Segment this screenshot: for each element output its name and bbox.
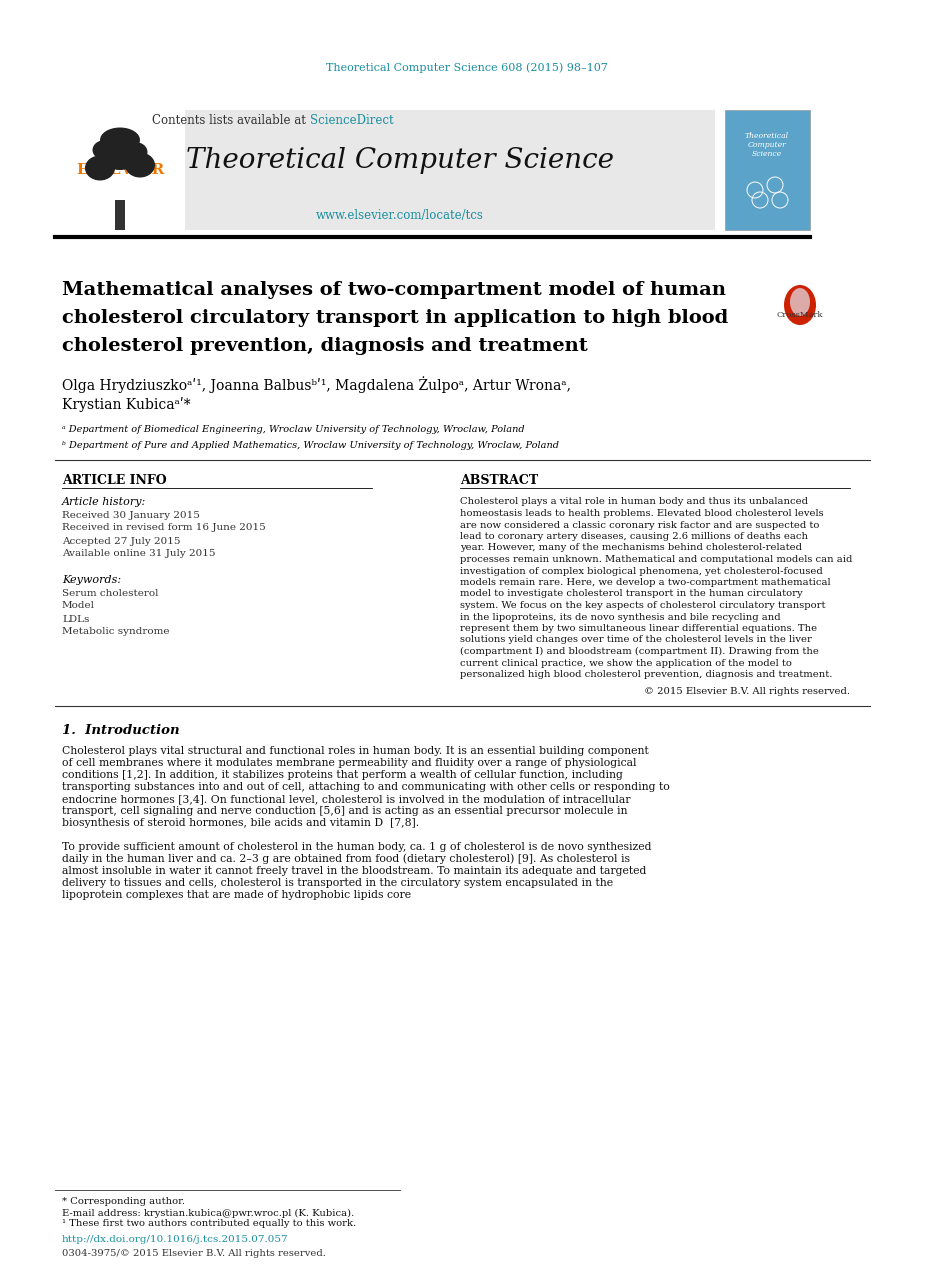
Ellipse shape: [85, 156, 115, 181]
Text: http://dx.doi.org/10.1016/j.tcs.2015.07.057: http://dx.doi.org/10.1016/j.tcs.2015.07.…: [62, 1236, 289, 1244]
Text: transport, cell signaling and nerve conduction [5,6] and is acting as an essenti: transport, cell signaling and nerve cond…: [62, 806, 627, 817]
Text: endocrine hormones [3,4]. On functional level, cholesterol is involved in the mo: endocrine hormones [3,4]. On functional …: [62, 794, 630, 804]
Polygon shape: [115, 200, 125, 230]
Text: Contents lists available at: Contents lists available at: [152, 114, 310, 127]
Text: lipoprotein complexes that are made of hydrophobic lipids core: lipoprotein complexes that are made of h…: [62, 890, 411, 900]
Text: 0304-3975/© 2015 Elsevier B.V. All rights reserved.: 0304-3975/© 2015 Elsevier B.V. All right…: [62, 1248, 326, 1257]
Ellipse shape: [93, 141, 118, 160]
Text: Krystian Kubicaᵃʹ*: Krystian Kubicaᵃʹ*: [62, 398, 191, 413]
Bar: [55, 110, 185, 230]
Text: To provide sufficient amount of cholesterol in the human body, ca. 1 g of choles: To provide sufficient amount of choleste…: [62, 842, 652, 852]
Text: represent them by two simultaneous linear differential equations. The: represent them by two simultaneous linea…: [460, 624, 817, 633]
Text: delivery to tissues and cells, cholesterol is transported in the circulatory sys: delivery to tissues and cells, cholester…: [62, 879, 613, 887]
Text: biosynthesis of steroid hormones, bile acids and vitamin D  [7,8].: biosynthesis of steroid hormones, bile a…: [62, 818, 419, 828]
Text: Mathematical analyses of two-compartment model of human: Mathematical analyses of two-compartment…: [62, 281, 726, 299]
Text: personalized high blood cholesterol prevention, diagnosis and treatment.: personalized high blood cholesterol prev…: [460, 670, 832, 679]
Text: ¹ These first two authors contributed equally to this work.: ¹ These first two authors contributed eq…: [62, 1219, 356, 1228]
Text: 1.  Introduction: 1. Introduction: [62, 724, 180, 738]
Text: Article history:: Article history:: [62, 498, 146, 506]
Text: © 2015 Elsevier B.V. All rights reserved.: © 2015 Elsevier B.V. All rights reserved…: [644, 686, 850, 695]
Text: Theoretical
Computer
Science: Theoretical Computer Science: [745, 132, 789, 158]
Text: cholesterol circulatory transport in application to high blood: cholesterol circulatory transport in app…: [62, 309, 728, 327]
Text: in the lipoproteins, its de novo synthesis and bile recycling and: in the lipoproteins, its de novo synthes…: [460, 613, 781, 622]
Text: models remain rare. Here, we develop a two-compartment mathematical: models remain rare. Here, we develop a t…: [460, 579, 830, 587]
Text: investigation of complex biological phenomena, yet cholesterol-focused: investigation of complex biological phen…: [460, 566, 823, 576]
Text: current clinical practice, we show the application of the model to: current clinical practice, we show the a…: [460, 658, 792, 667]
Text: cholesterol prevention, diagnosis and treatment: cholesterol prevention, diagnosis and tr…: [62, 337, 588, 354]
Text: Metabolic syndrome: Metabolic syndrome: [62, 628, 169, 637]
Text: system. We focus on the key aspects of cholesterol circulatory transport: system. We focus on the key aspects of c…: [460, 601, 826, 610]
Text: transporting substances into and out of cell, attaching to and communicating wit: transporting substances into and out of …: [62, 782, 669, 793]
Text: Cholesterol plays vital structural and functional roles in human body. It is an : Cholesterol plays vital structural and f…: [62, 746, 649, 756]
Text: model to investigate cholesterol transport in the human circulatory: model to investigate cholesterol transpo…: [460, 590, 802, 599]
Text: Serum cholesterol: Serum cholesterol: [62, 589, 159, 598]
Text: homeostasis leads to health problems. Elevated blood cholesterol levels: homeostasis leads to health problems. El…: [460, 509, 824, 518]
Text: ABSTRACT: ABSTRACT: [460, 473, 539, 486]
Text: Received 30 January 2015: Received 30 January 2015: [62, 510, 200, 519]
Text: (compartment I) and bloodstream (compartment II). Drawing from the: (compartment I) and bloodstream (compart…: [460, 647, 819, 656]
Ellipse shape: [97, 141, 142, 170]
Text: E-mail address: krystian.kubica@pwr.wroc.pl (K. Kubica).: E-mail address: krystian.kubica@pwr.wroc…: [62, 1209, 354, 1218]
Text: Theoretical Computer Science 608 (2015) 98–107: Theoretical Computer Science 608 (2015) …: [326, 63, 608, 73]
Text: are now considered a classic coronary risk factor and are suspected to: are now considered a classic coronary ri…: [460, 520, 819, 529]
Text: LDLs: LDLs: [62, 614, 90, 623]
Text: year. However, many of the mechanisms behind cholesterol-related: year. However, many of the mechanisms be…: [460, 543, 802, 552]
Text: Accepted 27 July 2015: Accepted 27 July 2015: [62, 537, 180, 546]
Text: CrossMark: CrossMark: [777, 311, 823, 319]
Text: ᵇ Department of Pure and Applied Mathematics, Wroclaw University of Technology, : ᵇ Department of Pure and Applied Mathema…: [62, 441, 559, 449]
Ellipse shape: [125, 152, 155, 177]
Text: ELSEVIER: ELSEVIER: [76, 163, 165, 177]
Text: conditions [1,2]. In addition, it stabilizes proteins that perform a wealth of c: conditions [1,2]. In addition, it stabil…: [62, 770, 623, 780]
Text: solutions yield changes over time of the cholesterol levels in the liver: solutions yield changes over time of the…: [460, 636, 812, 644]
Text: Model: Model: [62, 601, 95, 610]
Text: Theoretical Computer Science: Theoretical Computer Science: [186, 147, 614, 173]
Text: Olga Hrydziuszkoᵃʹ¹, Joanna Balbusᵇʹ¹, Magdalena Żulpoᵃ, Artur Wronaᵃ,: Olga Hrydziuszkoᵃʹ¹, Joanna Balbusᵇʹ¹, M…: [62, 376, 571, 394]
Ellipse shape: [790, 287, 810, 316]
Text: ARTICLE INFO: ARTICLE INFO: [62, 473, 166, 486]
Text: www.elsevier.com/locate/tcs: www.elsevier.com/locate/tcs: [316, 209, 484, 222]
Text: ScienceDirect: ScienceDirect: [310, 114, 394, 127]
Text: Cholesterol plays a vital role in human body and thus its unbalanced: Cholesterol plays a vital role in human …: [460, 498, 808, 506]
Text: Available online 31 July 2015: Available online 31 July 2015: [62, 549, 215, 558]
Text: Received in revised form 16 June 2015: Received in revised form 16 June 2015: [62, 524, 266, 533]
Bar: [725, 110, 810, 230]
Text: of cell membranes where it modulates membrane permeability and fluidity over a r: of cell membranes where it modulates mem…: [62, 758, 637, 768]
Ellipse shape: [122, 142, 148, 162]
Text: lead to coronary artery diseases, causing 2.6 millions of deaths each: lead to coronary artery diseases, causin…: [460, 532, 808, 541]
Ellipse shape: [100, 128, 140, 152]
Text: Keywords:: Keywords:: [62, 575, 122, 585]
Text: daily in the human liver and ca. 2–3 g are obtained from food (dietary cholester: daily in the human liver and ca. 2–3 g a…: [62, 853, 630, 865]
Text: almost insoluble in water it cannot freely travel in the bloodstream. To maintai: almost insoluble in water it cannot free…: [62, 866, 646, 876]
Bar: [55, 110, 715, 230]
Text: processes remain unknown. Mathematical and computational models can aid: processes remain unknown. Mathematical a…: [460, 555, 853, 563]
Text: ᵃ Department of Biomedical Engineering, Wroclaw University of Technology, Wrocla: ᵃ Department of Biomedical Engineering, …: [62, 425, 525, 434]
Ellipse shape: [784, 285, 816, 325]
Text: * Corresponding author.: * Corresponding author.: [62, 1198, 185, 1206]
